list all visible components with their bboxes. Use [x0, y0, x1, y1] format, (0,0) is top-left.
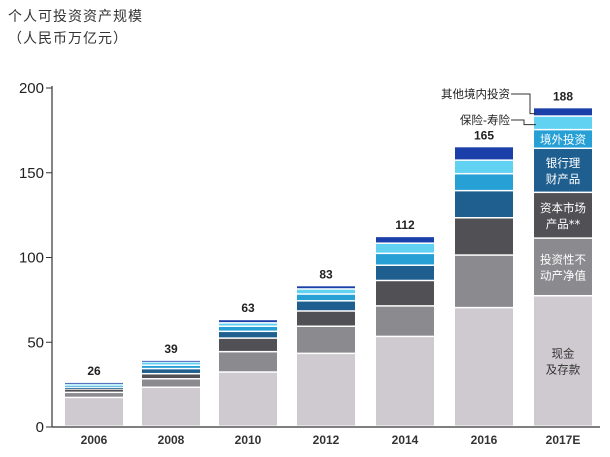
chart-unit: （人民币万亿元）	[8, 31, 128, 47]
bar-segment	[219, 372, 277, 426]
x-tick-label: 2014	[392, 433, 419, 447]
bar-segment	[297, 286, 355, 289]
x-tick-label: 2008	[158, 433, 185, 447]
segment-label: 及存款	[546, 363, 581, 377]
bar-segment	[534, 193, 592, 238]
bar-segment	[142, 362, 200, 365]
bar-segment	[534, 149, 592, 192]
bar-segment	[455, 174, 513, 190]
callout-label: 其他境内投资	[441, 87, 510, 101]
bar-segment	[376, 237, 434, 243]
bar-segment	[297, 354, 355, 426]
bar-segment	[297, 311, 355, 326]
callout-label: 保险-寿险	[460, 113, 511, 127]
segment-label: 财产品	[546, 172, 581, 186]
bar-segment	[455, 255, 513, 307]
x-tick-label: 2012	[313, 433, 340, 447]
bar-segment	[297, 326, 355, 353]
bar-segment	[376, 281, 434, 306]
bar-segment	[142, 365, 200, 368]
bar-segment	[65, 384, 123, 386]
bar-segment	[65, 398, 123, 426]
bar-total-label: 83	[319, 267, 333, 281]
bar-total-label: 63	[241, 301, 255, 315]
bar-segment	[297, 294, 355, 301]
bar-segment	[376, 265, 434, 280]
bar-segment	[65, 386, 123, 388]
segment-label: 境外投资	[540, 133, 586, 147]
chart-title: 个人可投资资产规模	[8, 9, 143, 25]
bar-segment	[534, 108, 592, 116]
segment-label: 投资性不	[540, 253, 586, 267]
bar-segment	[534, 296, 592, 426]
bar-segment	[455, 147, 513, 160]
bar-segment	[376, 337, 434, 426]
x-tick-label: 2010	[235, 433, 262, 447]
segment-label: 资本市场	[540, 201, 586, 215]
y-tick-label: 150	[19, 165, 44, 182]
bar-total-label: 112	[395, 218, 415, 232]
bar-segment	[455, 218, 513, 255]
bar-segment	[455, 191, 513, 218]
bar-total-label: 188	[553, 89, 573, 103]
bar-segment	[376, 243, 434, 253]
callout-line	[511, 119, 536, 126]
bar-segment	[297, 289, 355, 294]
bar-segment	[376, 306, 434, 336]
x-tick-label: 2017E	[546, 433, 581, 447]
y-tick-label: 200	[19, 80, 44, 97]
y-tick-label: 50	[27, 334, 44, 351]
bar-segment	[534, 238, 592, 295]
bar-segment	[455, 160, 513, 173]
bar-segment	[219, 320, 277, 323]
bar-segment	[142, 388, 200, 426]
bar-segment	[142, 369, 200, 373]
bar-segment	[219, 352, 277, 372]
bar-segment	[65, 382, 123, 384]
bar-segment	[65, 389, 123, 392]
bar-segment	[142, 360, 200, 362]
x-tick-label: 2016	[471, 433, 498, 447]
y-tick-label: 100	[19, 250, 44, 267]
bar-segment	[219, 323, 277, 326]
bar-segment	[219, 326, 277, 331]
bar-total-label: 39	[164, 342, 178, 356]
bar-segment	[65, 388, 123, 389]
bar-total-label: 165	[474, 128, 494, 142]
x-tick-label: 2006	[81, 433, 108, 447]
bar-segment	[142, 379, 200, 387]
segment-label: 银行理	[546, 156, 581, 170]
bar-segment	[65, 393, 123, 397]
bar-segment	[534, 130, 592, 148]
segment-label: 产品**	[546, 217, 581, 231]
bar-segment	[534, 116, 592, 129]
bar-segment	[376, 254, 434, 265]
bar-total-label: 26	[87, 364, 101, 378]
callout-line	[511, 93, 536, 115]
segment-label: 动产净值	[540, 269, 586, 283]
bar-segment	[455, 308, 513, 426]
bar-segment	[219, 338, 277, 351]
y-tick-label: 0	[36, 419, 44, 436]
segment-label: 现金	[552, 347, 575, 361]
bar-segment	[297, 301, 355, 311]
bar-segment	[142, 374, 200, 379]
bar-segment	[219, 332, 277, 338]
